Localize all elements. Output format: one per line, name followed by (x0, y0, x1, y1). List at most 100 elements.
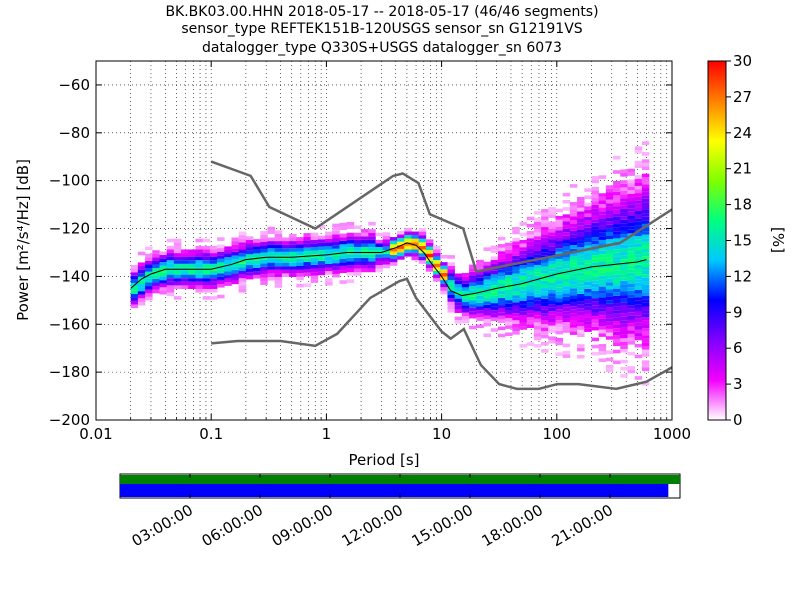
heatmap-cell (497, 244, 506, 248)
heatmap-cell (627, 315, 635, 320)
heatmap-cell (641, 335, 650, 339)
heatmap-cell (461, 301, 470, 306)
heatmap-cell (209, 288, 218, 293)
heatmap-cell (166, 271, 175, 275)
heatmap-cell (613, 285, 621, 289)
heatmap-cell (519, 297, 527, 302)
heatmap-cell (598, 304, 607, 309)
heatmap-cell (598, 193, 607, 197)
heatmap-cell (613, 209, 621, 214)
heatmap-cell (490, 317, 499, 322)
heatmap-cell (130, 265, 139, 269)
heatmap-cell (519, 304, 527, 309)
heatmap-cell (440, 283, 448, 288)
heatmap-cell (433, 256, 441, 261)
heatmap-cell (591, 204, 599, 209)
heatmap-cell (634, 282, 643, 287)
heatmap-cell (238, 281, 247, 286)
heatmap-cell (555, 276, 563, 281)
heatmap-cell (289, 262, 297, 267)
heatmap-cell (555, 287, 563, 292)
heatmap-cell (173, 249, 182, 254)
heatmap-cell (137, 291, 146, 295)
heatmap-cell (202, 281, 211, 286)
heatmap-cell (533, 243, 542, 248)
heatmap-cell (188, 278, 196, 282)
heatmap-cell (627, 201, 635, 205)
heatmap-cell (584, 310, 592, 314)
heatmap-cell (548, 293, 556, 297)
heatmap-cell (490, 303, 499, 307)
heatmap-cell (181, 260, 189, 264)
heatmap-cell (569, 320, 578, 325)
heatmap-cell (620, 291, 628, 296)
heatmap-cell (627, 262, 635, 266)
heatmap-cell (425, 257, 434, 261)
title-line-2: sensor_type REFTEK151B-120USGS sensor_sn… (181, 21, 582, 37)
heatmap-cell (605, 310, 614, 315)
heatmap-cell (267, 237, 275, 242)
heatmap-cell (634, 150, 643, 154)
heatmap-cell (613, 220, 621, 225)
heatmap-cell (368, 243, 376, 248)
heatmap-cell (555, 248, 563, 252)
heatmap-cell (605, 257, 614, 261)
heatmap-cell (634, 315, 643, 319)
heatmap-cell (519, 272, 527, 276)
heatmap-cell (173, 253, 182, 257)
heatmap-cell (512, 302, 520, 306)
heatmap-cell (620, 216, 628, 220)
heatmap-cell (598, 236, 607, 240)
heatmap-cell (577, 279, 585, 284)
heatmap-cell (497, 319, 506, 324)
heatmap-cell (476, 270, 484, 275)
heatmap-cell (562, 239, 571, 244)
heatmap-cell (533, 308, 542, 312)
colorbar-tick-label: 24 (733, 124, 752, 142)
heatmap-cell (569, 184, 578, 188)
heatmap-cell (274, 230, 283, 234)
heatmap-cell (569, 241, 578, 246)
heatmap-cell (620, 205, 628, 209)
heatmap-cell (490, 328, 499, 332)
heatmap-cell (613, 270, 621, 275)
heatmap-cell (274, 262, 283, 267)
heatmap-cell (613, 245, 621, 250)
heatmap-cell (591, 272, 599, 277)
heatmap-cell (526, 223, 535, 228)
heatmap-cell (274, 276, 283, 281)
heatmap-cell (404, 245, 412, 250)
heatmap-cell (152, 253, 160, 258)
heatmap-cell (166, 278, 175, 282)
heatmap-cell (634, 286, 643, 291)
heatmap-cell (627, 276, 635, 280)
heatmap-cell (433, 260, 441, 264)
heatmap-cell (533, 239, 542, 244)
heatmap-cell (418, 227, 427, 232)
heatmap-cell (231, 244, 239, 249)
heatmap-cell (490, 306, 499, 311)
heatmap-cell (627, 283, 635, 288)
heatmap-cell (476, 324, 484, 329)
heatmap-cell (310, 268, 319, 273)
heatmap-cell (569, 259, 578, 264)
heatmap-cell (519, 293, 527, 298)
heatmap-cell (533, 229, 542, 233)
heatmap-cell (562, 311, 571, 315)
heatmap-cell (584, 195, 592, 200)
heatmap-cell (130, 300, 139, 305)
heatmap-cell (584, 242, 592, 246)
heatmap-cell (533, 264, 542, 269)
heatmap-cell (627, 369, 635, 374)
heatmap-cell (361, 239, 369, 244)
heatmap-cell (548, 250, 556, 254)
heatmap-cell (555, 337, 563, 342)
heatmap-cell (562, 325, 571, 330)
heatmap-cell (584, 238, 592, 243)
heatmap-cell (548, 264, 556, 269)
heatmap-cell (555, 309, 563, 313)
heatmap-cell (505, 307, 513, 311)
heatmap-cell (346, 221, 355, 226)
heatmap-cell (526, 263, 535, 267)
heatmap-cell (555, 284, 563, 288)
